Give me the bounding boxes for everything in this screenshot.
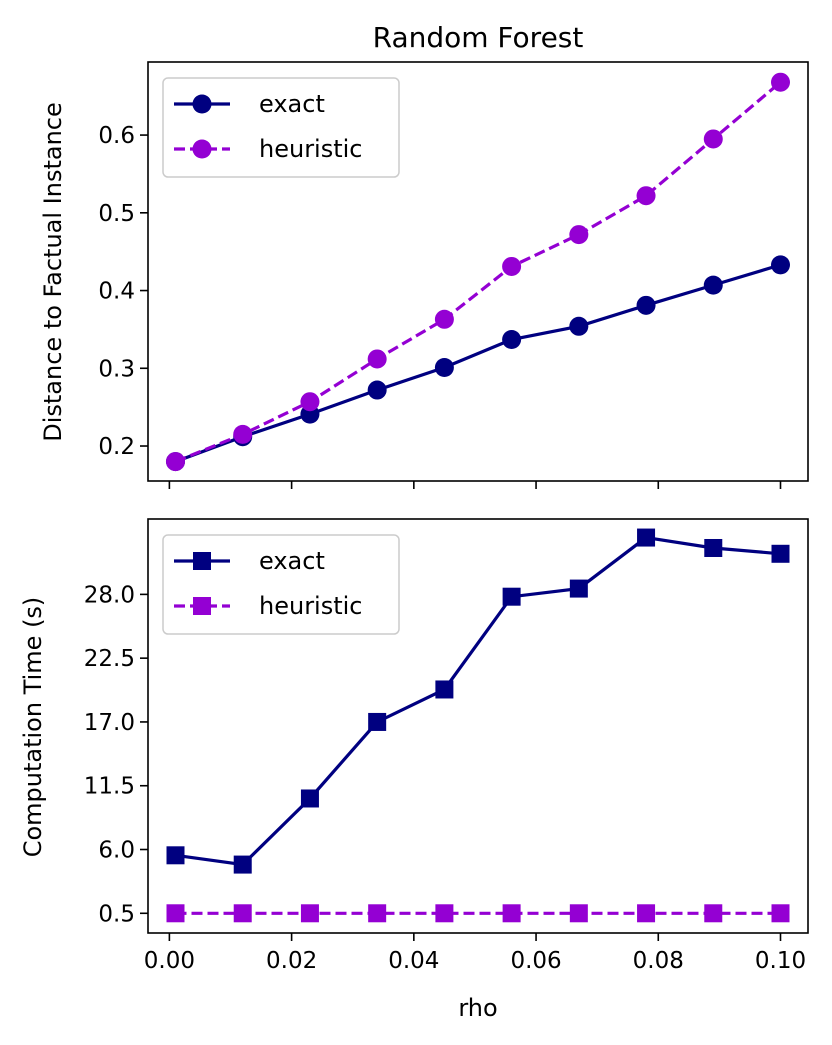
x-tick-label: 0.10: [755, 948, 806, 974]
distance-y-tick-label: 0.5: [98, 201, 135, 227]
time-heuristic-point: [502, 904, 521, 923]
x-tick-label: 0.00: [144, 948, 195, 974]
distance-series-exact-line: [174, 263, 781, 464]
time-legend-exact-marker: [193, 552, 211, 570]
time-exact-point: [368, 712, 387, 731]
time-exact-point: [435, 680, 454, 699]
distance-heuristic-point: [434, 309, 454, 329]
time-heuristic-point: [368, 904, 387, 923]
time-exact-point: [771, 544, 790, 563]
distance-heuristic-point: [569, 225, 589, 245]
distance-heuristic-point: [233, 424, 253, 444]
distance-exact-point: [434, 358, 454, 378]
distance-exact-point: [771, 255, 790, 275]
time-heuristic-point: [435, 904, 454, 923]
x-tick-label: 0.06: [510, 948, 561, 974]
distance-y-tick-label: 0.4: [98, 279, 135, 305]
x-tick-label: 0.08: [633, 948, 684, 974]
time-heuristic-point: [637, 904, 656, 923]
distance-legend-heuristic-marker: [192, 139, 212, 159]
time-exact-point: [502, 587, 521, 606]
x-tick-label: 0.02: [266, 948, 317, 974]
time-y-tick-label: 0.5: [98, 901, 135, 927]
time-y-tick-label: 17.0: [84, 710, 135, 736]
time-y-tick-label: 11.5: [84, 774, 135, 800]
time-y-axis-label: Computation Time (s): [19, 597, 47, 858]
time-plot-area: [147, 518, 809, 934]
distance-panel: Random Forest 0.2 0.3 0.4 0.5 0.6 Distance t…: [39, 21, 809, 489]
time-heuristic-point: [300, 904, 319, 923]
time-y-tick-label: 28.0: [84, 582, 135, 608]
time-exact-point: [233, 855, 252, 874]
distance-y-tick-label: 0.2: [98, 434, 135, 460]
distance-exact-point: [569, 316, 589, 336]
time-legend-heuristic-label: heuristic: [259, 592, 363, 620]
distance-exact-point: [367, 380, 387, 400]
time-exact-point: [704, 538, 723, 557]
distance-heuristic-point: [166, 452, 185, 472]
time-exact-point: [569, 579, 588, 598]
time-heuristic-point: [233, 904, 252, 923]
time-heuristic-point: [704, 904, 723, 923]
x-axis-label: rho: [458, 994, 497, 1022]
time-heuristic-point: [569, 904, 588, 923]
time-legend-exact-label: exact: [259, 547, 325, 575]
distance-legend-exact-marker: [192, 94, 212, 114]
distance-heuristic-point: [703, 129, 723, 149]
distance-heuristic-point: [367, 349, 387, 369]
time-legend-heuristic-marker: [193, 597, 211, 615]
chart-title: Random Forest: [373, 21, 584, 54]
time-series-exact-line: [175, 535, 781, 867]
distance-y-tick-label: 0.3: [98, 356, 135, 382]
distance-exact-point: [502, 330, 522, 350]
time-panel: 0.5 6.0 11.5 17.0 22.5 28.0 0.00 0.02 0.04 0.06 0.…: [19, 518, 809, 1022]
time-heuristic-point: [771, 904, 790, 923]
time-exact-point: [300, 789, 319, 808]
distance-heuristic-point: [636, 186, 656, 206]
distance-legend-exact-label: exact: [259, 90, 325, 118]
x-tick-label: 0.04: [388, 948, 439, 974]
distance-y-tick-label: 0.6: [98, 123, 135, 149]
distance-plot-area: [147, 61, 809, 482]
time-heuristic-point: [166, 904, 185, 923]
distance-exact-point: [636, 295, 656, 315]
distance-y-axis-label: Distance to Factual Instance: [39, 102, 67, 442]
distance-series-heuristic-line: [174, 80, 782, 464]
distance-exact-point: [703, 275, 723, 295]
time-y-tick-label: 22.5: [84, 646, 135, 672]
time-exact-point: [166, 846, 185, 865]
distance-heuristic-point: [502, 256, 522, 276]
time-y-tick-label: 6.0: [98, 838, 135, 864]
distance-heuristic-point: [300, 392, 320, 412]
distance-legend-heuristic-label: heuristic: [259, 135, 363, 163]
time-exact-point: [637, 528, 656, 547]
distance-heuristic-point: [771, 72, 790, 92]
